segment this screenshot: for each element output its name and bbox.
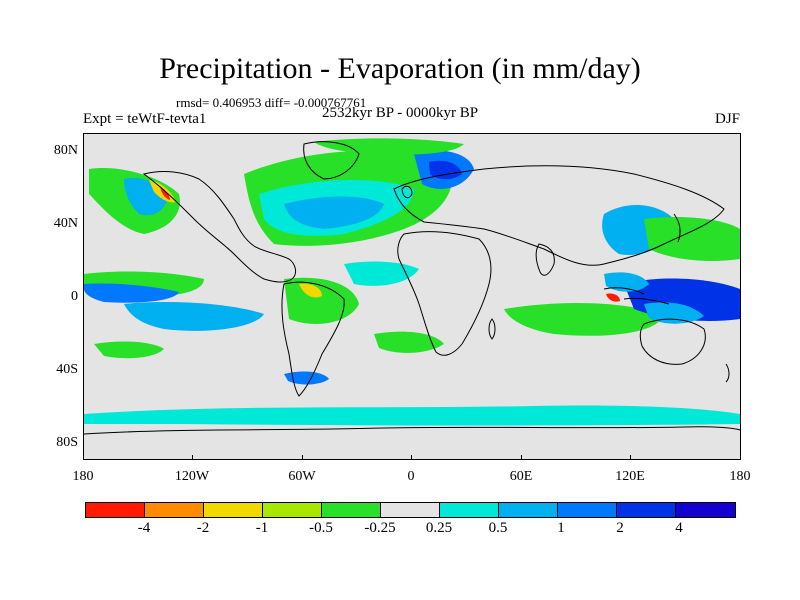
x-label-60w: 60W [288,469,316,484]
coast-south-america [281,281,345,397]
coast-eurasia [393,165,725,266]
y-label-80n: 80N [53,143,78,158]
contour-indian-ocean-green [504,302,664,336]
contour-south-america-green [284,277,359,324]
map-title: Precipitation - Evaporation (in mm/day) [159,52,641,85]
x-label-60e: 60E [509,469,533,484]
precip-contours [84,138,740,426]
colorbar-box [322,503,381,517]
x-tick [740,455,741,460]
contour-arctic-green [314,138,464,155]
colorbar-box [558,503,617,517]
coast-uk [401,185,413,199]
colorbar-label: -4 [137,520,151,536]
colorbar-label: -0.25 [364,520,396,536]
period-text: 2532kyr BP - 0000kyr BP [322,105,479,121]
season-label: DJF [714,111,740,127]
coast-india [535,243,555,276]
colorbar-label: 4 [675,520,683,536]
contour-maritime-red [606,293,620,302]
colorbar-label: -2 [196,520,210,536]
colorbar-box [440,503,499,517]
x-label-180e: 180 [729,469,751,484]
x-tick [411,455,412,460]
map-svg [84,138,740,435]
coast-australia [639,318,706,365]
colorbar-label: 2 [616,520,624,536]
colorbar [85,502,736,518]
colorbar-box [263,503,322,517]
contour-europe-darkblue [429,160,462,180]
contour-maritime-cyan [604,272,649,292]
coast-north-america [142,171,297,283]
colorbar-box [86,503,145,517]
coast-madagascar [488,318,496,340]
stats-text: rmsd= 0.406953 diff= -0.000767761 [176,95,367,110]
colorbar-box [381,503,440,517]
colorbar-label: 1 [557,520,565,536]
contour-south-pacific [94,341,164,359]
contour-atlantic-itcz [344,261,419,286]
colorbar-box [145,503,204,517]
experiment-label: Expt = teWtF-tevta1 [83,111,207,127]
colorbar-box [204,503,263,517]
coastlines [84,141,740,435]
colorbar-box [499,503,558,517]
contour-australia-north [644,302,704,324]
x-tick [302,455,303,460]
contour-antarctic-cyan [84,405,740,426]
world-map [83,133,741,460]
contour-tropical-pacific-e [124,302,264,331]
coast-new-zealand [725,363,730,383]
coast-japan [673,213,681,243]
coast-indonesia [603,287,670,305]
contour-south-atlantic [374,331,444,353]
colorbar-box [617,503,676,517]
x-tick [630,455,631,460]
x-label-180w: 180 [72,469,94,484]
colorbar-box [676,503,735,517]
colorbar-label: -1 [255,520,269,536]
colorbar-label: -0.5 [309,520,333,536]
contour-nw-pacific-green [644,217,740,261]
coast-africa [397,231,492,356]
x-label-120w: 120W [174,469,210,484]
coast-antarctica [84,426,740,435]
coast-greenland [303,141,360,180]
x-tick [521,455,522,460]
contour-southern-ocean-blue [284,371,329,385]
y-label-40n: 40N [53,216,78,231]
x-label-120e: 120E [615,469,645,484]
y-label-80s: 80S [56,435,78,450]
x-tick [192,455,193,460]
colorbar-label: 0.5 [488,520,508,536]
y-label-0: 0 [71,289,78,304]
y-label-40s: 40S [56,362,78,377]
contour-tropical-pacific-w-blue [84,283,179,303]
x-label-0: 0 [407,469,415,484]
contour-sa-yellow [299,283,322,298]
colorbar-label: 0.25 [425,520,453,536]
contour-atlantic-blue [284,196,384,229]
x-tick [83,455,84,460]
